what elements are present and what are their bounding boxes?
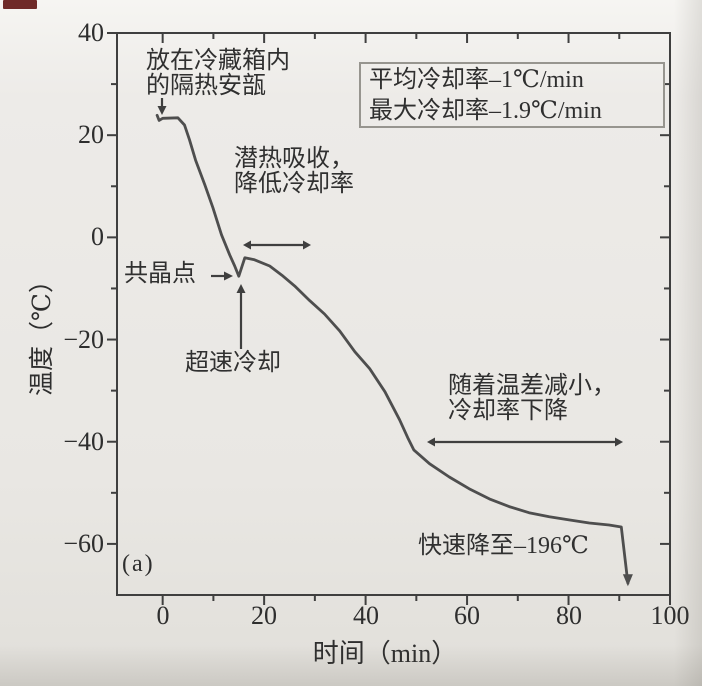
panel-label: (a)	[122, 551, 155, 577]
x-tick-label: 0	[156, 601, 170, 630]
annotation-fridge: 放在冷藏箱内 的隔热安瓿	[146, 48, 290, 99]
x-tick-label: 40	[353, 601, 379, 630]
annotation-eutectic-point: 共晶点	[124, 261, 196, 287]
x-tick-label: 60	[454, 601, 480, 630]
y-tick-label: 0	[91, 222, 104, 251]
y-tick-label: 40	[78, 18, 104, 47]
y-tick-label: −40	[63, 427, 104, 456]
x-axis-title: 时间（min）	[312, 639, 458, 668]
legend-box: 平均冷却率–1℃/min 最大冷却率–1.9℃/min	[359, 62, 665, 128]
annotation-rapid-cooling: 超速冷却	[185, 350, 281, 376]
y-axis-title: 温度（℃）	[29, 268, 56, 396]
annotation-temp-diff: 随着温差减小， 冷却率下降	[448, 373, 616, 424]
y-tick-label: −20	[63, 325, 104, 354]
curve-end-arrowhead	[622, 574, 633, 587]
y-tick-label: 20	[78, 120, 104, 149]
y-tick-label: −60	[63, 529, 104, 558]
latent-heat-span-arrow	[243, 240, 311, 250]
x-tick-label: 80	[556, 601, 582, 630]
x-tick-label: 100	[650, 601, 690, 630]
legend-line-max-rate: 最大冷却率–1.9℃/min	[369, 98, 602, 124]
x-tick-label: 20	[251, 601, 277, 630]
eutectic-arrow	[211, 271, 233, 281]
legend-line-average-rate: 平均冷却率–1℃/min	[369, 67, 584, 93]
fridge-arrow	[157, 98, 167, 115]
plot-frame	[116, 32, 671, 596]
annotation-plunge: 快速降至–196℃	[418, 533, 589, 559]
annotation-latent-heat: 潜热吸收， 降低冷却率	[234, 146, 354, 197]
temp-diff-span-arrow	[427, 437, 623, 447]
cooling-curve	[155, 113, 630, 585]
rapid-cooling-arrow	[236, 284, 246, 349]
scan-artifact-mark	[3, 0, 37, 9]
